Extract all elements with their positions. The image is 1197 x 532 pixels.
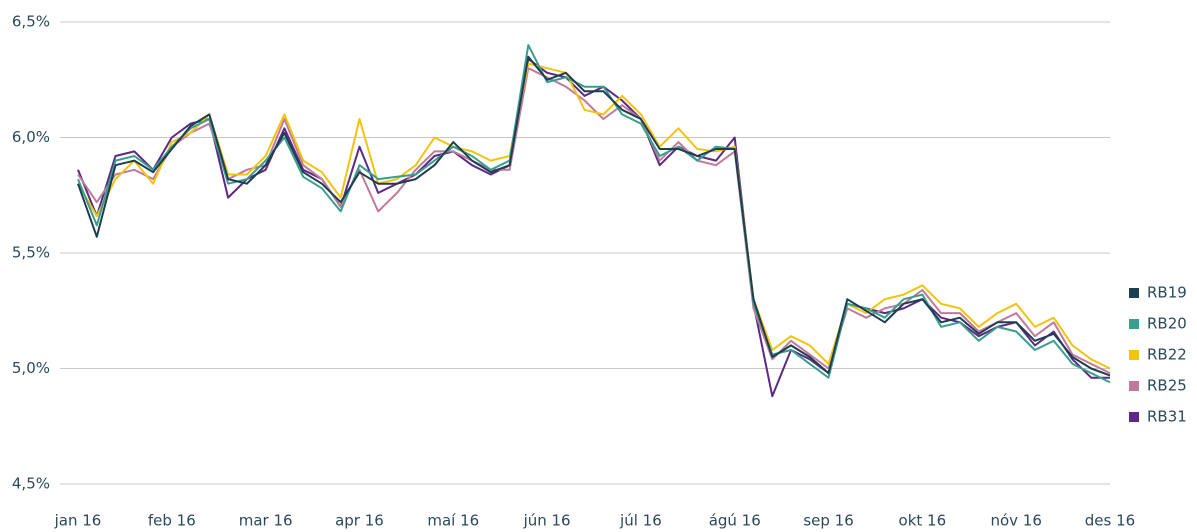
y-tick-label: 6,5% [12,13,50,31]
x-tick-label: jún 16 [523,512,571,530]
x-tick-label: feb 16 [148,512,196,530]
legend-swatch [1129,288,1139,298]
legend-swatch [1129,350,1139,360]
legend-label: RB31 [1147,408,1187,426]
y-tick-label: 5,0% [12,359,50,377]
x-tick-label: ágú 16 [709,512,761,530]
x-tick-label: mar 16 [239,512,293,530]
series-line [77,67,1111,374]
x-tick-label: sep 16 [803,512,853,530]
x-tick-label: apr 16 [335,512,384,530]
legend-swatch [1129,319,1139,329]
legend-swatch [1129,412,1139,422]
x-tick-label: jan 16 [54,512,102,530]
x-tick-label: júl 16 [619,512,662,530]
x-tick-label: okt 16 [899,512,947,530]
x-tick-label: nóv 16 [990,512,1041,530]
series-line [77,62,1111,370]
x-tick-label: des 16 [1085,512,1135,530]
series-line [77,44,1111,384]
legend-label: RB22 [1147,346,1187,364]
x-tick-label: maí 16 [427,512,479,530]
legend-label: RB19 [1147,284,1187,302]
series-line [77,55,1111,377]
y-tick-label: 6,0% [12,128,50,146]
y-tick-label: 4,5% [12,475,50,493]
legend-label: RB25 [1147,377,1187,395]
legend-swatch [1129,381,1139,391]
y-tick-label: 5,5% [12,244,50,262]
legend-label: RB20 [1147,315,1187,333]
